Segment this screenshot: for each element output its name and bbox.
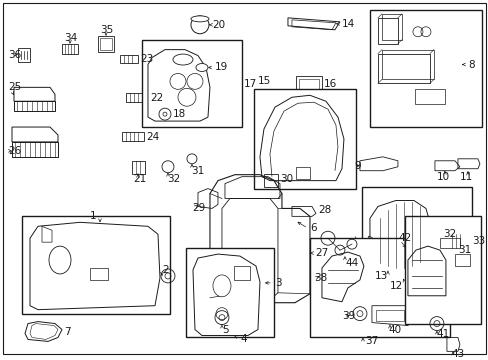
Ellipse shape — [173, 54, 193, 65]
Ellipse shape — [196, 63, 207, 72]
Text: 14: 14 — [341, 19, 354, 29]
Text: 20: 20 — [211, 20, 224, 30]
Text: 32: 32 — [166, 174, 180, 184]
Text: 23: 23 — [140, 54, 153, 64]
Bar — [298, 80, 318, 89]
Text: 25: 25 — [8, 82, 21, 93]
Bar — [414, 89, 444, 104]
Text: 1: 1 — [90, 211, 97, 221]
Text: 9: 9 — [353, 161, 360, 171]
Bar — [375, 310, 403, 321]
Text: 31: 31 — [457, 245, 470, 255]
Text: 18: 18 — [173, 109, 186, 119]
Text: 21: 21 — [133, 174, 146, 184]
Ellipse shape — [191, 16, 208, 22]
Text: 36: 36 — [8, 50, 21, 60]
Text: 41: 41 — [436, 329, 449, 339]
Text: 15: 15 — [258, 76, 271, 86]
Text: 6: 6 — [309, 223, 316, 233]
Text: 11: 11 — [459, 172, 472, 182]
Bar — [142, 40, 242, 127]
Bar — [404, 216, 480, 324]
Text: 35: 35 — [100, 25, 113, 35]
Text: 12: 12 — [389, 281, 403, 291]
Text: 5: 5 — [222, 324, 228, 334]
Text: 43: 43 — [451, 349, 464, 359]
Bar — [439, 238, 459, 248]
Text: 34: 34 — [64, 33, 77, 43]
Text: 19: 19 — [215, 63, 228, 72]
Text: 42: 42 — [397, 233, 410, 243]
Bar — [295, 167, 309, 179]
Text: 10: 10 — [436, 172, 449, 182]
Bar — [185, 248, 273, 337]
Text: 22: 22 — [150, 93, 163, 103]
Text: 33: 33 — [471, 236, 484, 246]
Text: 32: 32 — [442, 229, 455, 239]
Text: 13: 13 — [374, 271, 387, 281]
Text: 39: 39 — [341, 311, 354, 321]
Text: 17: 17 — [244, 79, 257, 89]
Text: 7: 7 — [64, 328, 70, 337]
Ellipse shape — [49, 246, 71, 274]
Bar — [447, 234, 469, 248]
Bar — [369, 10, 481, 127]
Text: 4: 4 — [240, 334, 246, 345]
Text: 28: 28 — [317, 206, 330, 215]
Text: 16: 16 — [323, 79, 337, 89]
Bar — [454, 254, 469, 266]
Text: 38: 38 — [313, 273, 326, 283]
Bar — [253, 89, 355, 189]
Text: 44: 44 — [344, 258, 358, 268]
Text: 8: 8 — [467, 59, 473, 69]
Text: 31: 31 — [191, 166, 204, 176]
Text: 26: 26 — [8, 146, 21, 156]
Text: 37: 37 — [364, 337, 377, 346]
Bar — [22, 216, 170, 314]
Bar — [361, 186, 471, 274]
Text: 30: 30 — [280, 174, 292, 184]
Text: 3: 3 — [274, 278, 281, 288]
Text: 29: 29 — [192, 203, 205, 213]
Text: 27: 27 — [314, 248, 327, 258]
Text: 40: 40 — [387, 324, 400, 334]
Bar — [309, 238, 449, 337]
Text: 2: 2 — [162, 265, 168, 275]
Bar — [295, 76, 321, 91]
Text: 24: 24 — [146, 132, 159, 142]
Ellipse shape — [213, 275, 230, 297]
